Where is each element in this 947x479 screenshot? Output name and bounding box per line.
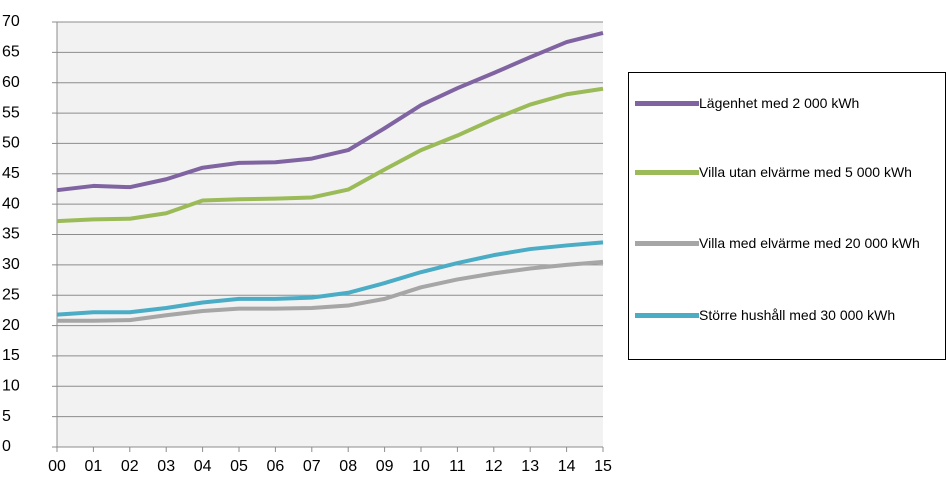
y-tick-label: 20 bbox=[2, 317, 20, 334]
y-tick-label: 50 bbox=[2, 135, 20, 152]
y-tick-label: 30 bbox=[2, 256, 20, 273]
y-tick-label: 35 bbox=[2, 226, 20, 243]
series-line bbox=[56, 240, 604, 317]
legend-swatch bbox=[635, 241, 699, 246]
y-tick-label: 60 bbox=[2, 74, 20, 91]
series-line bbox=[56, 86, 604, 224]
y-tick-label: 65 bbox=[2, 44, 20, 61]
x-tick-label: 12 bbox=[485, 458, 503, 475]
x-tick-label: 08 bbox=[339, 458, 357, 475]
x-tick-label: 14 bbox=[558, 458, 576, 475]
y-tick-label: 0 bbox=[2, 438, 11, 455]
x-tick-label: 15 bbox=[594, 458, 612, 475]
series-line bbox=[56, 30, 604, 193]
legend-entry: Lägenhet med 2 000 kWh bbox=[635, 95, 947, 112]
legend-entry: Villa utan elvärme med 5 000 kWh bbox=[635, 164, 947, 181]
x-tick-label: 05 bbox=[230, 458, 248, 475]
y-tick-label: 15 bbox=[2, 347, 20, 364]
x-tick-label: 00 bbox=[48, 458, 66, 475]
legend-swatch bbox=[635, 313, 699, 318]
x-tick-label: 09 bbox=[376, 458, 394, 475]
y-tick-label: 10 bbox=[2, 378, 20, 395]
y-tick-label: 5 bbox=[2, 408, 11, 425]
x-tick-label: 02 bbox=[121, 458, 139, 475]
legend-label: Villa med elvärme med 20 000 kWh bbox=[699, 235, 920, 251]
x-tick-label: 10 bbox=[412, 458, 430, 475]
x-tick-label: 13 bbox=[521, 458, 539, 475]
x-tick-label: 11 bbox=[449, 458, 466, 475]
y-tick-label: 70 bbox=[2, 13, 20, 30]
y-tick-label: 55 bbox=[2, 104, 20, 121]
x-tick-label: 07 bbox=[303, 458, 321, 475]
legend-swatch bbox=[635, 170, 699, 175]
legend-entry: Större hushåll med 30 000 kWh bbox=[635, 307, 947, 324]
legend-label: Villa utan elvärme med 5 000 kWh bbox=[699, 164, 912, 180]
x-tick-label: 04 bbox=[194, 458, 212, 475]
y-tick-label: 25 bbox=[2, 286, 20, 303]
x-tick-label: 06 bbox=[267, 458, 285, 475]
legend-label: Lägenhet med 2 000 kWh bbox=[699, 95, 860, 111]
legend-entry: Villa med elvärme med 20 000 kWh bbox=[635, 235, 947, 252]
y-tick-label: 40 bbox=[2, 195, 20, 212]
x-tick-label: 01 bbox=[85, 458, 103, 475]
x-tick-label: 03 bbox=[157, 458, 175, 475]
y-tick-label: 45 bbox=[2, 165, 20, 182]
legend: Lägenhet med 2 000 kWh Villa utan elvärme… bbox=[628, 72, 946, 360]
legend-label: Större hushåll med 30 000 kWh bbox=[699, 307, 896, 323]
legend-swatch bbox=[635, 101, 699, 106]
series-line bbox=[57, 259, 604, 323]
